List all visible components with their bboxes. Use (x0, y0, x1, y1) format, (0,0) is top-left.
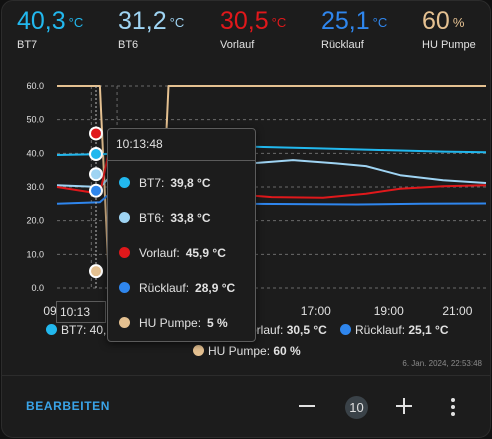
tooltip-value: 33,8 °C (170, 211, 211, 225)
readout-hu-pumpe[interactable]: 60% HU Pumpe (422, 7, 476, 51)
tooltip-value: 39,8 °C (170, 176, 211, 190)
legend-dot (340, 324, 351, 335)
tooltip-row-ruecklauf: Rücklauf: 28,9 °C (119, 281, 235, 295)
hover-marker (89, 126, 103, 141)
x-tick-label: 21:00 (442, 304, 472, 318)
readout-value: 60 (422, 7, 450, 35)
x-tick-label: 19:00 (374, 304, 404, 318)
tooltip-label: Vorlauf: (139, 246, 180, 260)
tooltip-dot (119, 282, 130, 293)
readout-bt6[interactable]: 31,2 °C BT6 (118, 7, 184, 51)
tooltip-value: 5 % (207, 316, 228, 330)
legend-value: 25,1 °C (408, 323, 449, 337)
chart-tooltip: 10:13:48 BT7: 39,8 °C BT6: 33,8 °C Vorlauf… (107, 128, 256, 342)
legend-value: 30,5 °C (286, 323, 327, 337)
tooltip-dot (119, 212, 130, 223)
more-vert-icon[interactable] (450, 398, 456, 416)
legend-value: 60 % (273, 344, 301, 358)
legend-label: orlauf: (250, 323, 287, 337)
x-tick-label: 09 (43, 304, 57, 318)
tooltip-title: 10:13:48 (108, 129, 255, 161)
readout-name: Vorlauf (220, 39, 255, 51)
legend-item-bt7[interactable]: BT7: 40, (46, 323, 106, 337)
readout-name: HU Pumpe (422, 39, 476, 51)
readout-vorlauf[interactable]: 30,5 °C Vorlauf (220, 7, 286, 51)
x-axis-hover-label: 10:13 (56, 301, 106, 323)
footer-divider (2, 375, 490, 376)
minus-icon[interactable] (299, 405, 315, 407)
tooltip-row-vorlauf: Vorlauf: 45,9 °C (119, 246, 226, 260)
hover-marker (89, 264, 103, 279)
readout-unit: % (452, 15, 465, 30)
series-line (56, 159, 487, 188)
tooltip-label: BT6: (139, 211, 165, 225)
readout-name: BT6 (118, 39, 139, 51)
tooltip-row-bt7: BT7: 39,8 °C (119, 176, 211, 190)
readout-unit: °C (169, 15, 185, 30)
x-tick-label: 17:00 (301, 304, 331, 318)
readout-ruecklauf[interactable]: 25,1 °C Rücklauf (321, 7, 387, 51)
tooltip-label: Rücklauf: (139, 281, 190, 295)
tooltip-label: HU Pumpe: (139, 316, 202, 330)
y-tick-label: 0.0 (31, 283, 44, 293)
legend-label: HU Pumpe: (208, 344, 274, 358)
tooltip-label: BT7: (139, 176, 165, 190)
legend-dot (46, 324, 57, 335)
tooltip-row-bt6: BT6: 33,8 °C (119, 211, 211, 225)
readout-unit: °C (372, 15, 388, 30)
sensor-readouts: 40,3 °C BT7 31,2 °C BT6 30,5 °C Vorlauf 25,… (2, 1, 490, 61)
y-tick-label: 40.0 (26, 148, 44, 158)
readout-name: Rücklauf (321, 39, 364, 51)
legend-item-ruecklauf[interactable]: Rücklauf: 25,1 °C (340, 323, 449, 337)
tooltip-value: 45,9 °C (185, 246, 226, 260)
legend: BT7: 40, orlauf: 30,5 °C Rücklauf: 25,1 … (2, 323, 490, 363)
edit-button[interactable]: BEARBEITEN (26, 399, 111, 413)
legend-item-hu-pumpe[interactable]: HU Pumpe: 60 % (193, 344, 301, 358)
tooltip-dot (119, 247, 130, 258)
plus-icon[interactable] (396, 398, 412, 414)
readout-value: 40,3 (17, 7, 66, 35)
readout-name: BT7 (17, 39, 38, 51)
readout-bt7[interactable]: 40,3 °C BT7 (17, 7, 83, 51)
y-tick-label: 50.0 (26, 115, 44, 125)
last-updated-timestamp: 6. Jan. 2024, 22:53:48 (402, 359, 482, 368)
hover-marker (89, 167, 103, 182)
y-tick-label: 30.0 (26, 182, 44, 192)
legend-label: BT7: 40, (61, 323, 107, 337)
tooltip-dot (119, 177, 130, 188)
legend-dot (193, 345, 204, 356)
readout-value: 30,5 (220, 7, 269, 35)
readout-value: 25,1 (321, 7, 370, 35)
hover-marker (89, 183, 103, 198)
readout-value: 31,2 (118, 7, 167, 35)
y-tick-label: 60.0 (26, 81, 44, 91)
legend-item-vorlauf[interactable]: orlauf: 30,5 °C (250, 323, 327, 337)
readout-unit: °C (68, 15, 84, 30)
tooltip-value: 28,9 °C (195, 281, 236, 295)
tooltip-dot (119, 317, 130, 328)
y-tick-label: 10.0 (26, 249, 44, 259)
legend-label: Rücklauf: (355, 323, 409, 337)
hover-marker (89, 147, 103, 162)
y-tick-label: 20.0 (26, 216, 44, 226)
readout-unit: °C (271, 15, 287, 30)
hours-count-badge: 10 (345, 396, 368, 419)
tooltip-row-hu-pumpe: HU Pumpe: 5 % (119, 316, 228, 330)
